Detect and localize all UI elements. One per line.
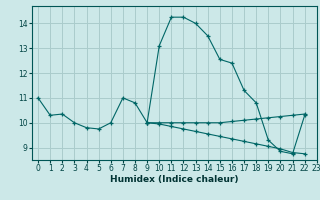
X-axis label: Humidex (Indice chaleur): Humidex (Indice chaleur) xyxy=(110,175,239,184)
